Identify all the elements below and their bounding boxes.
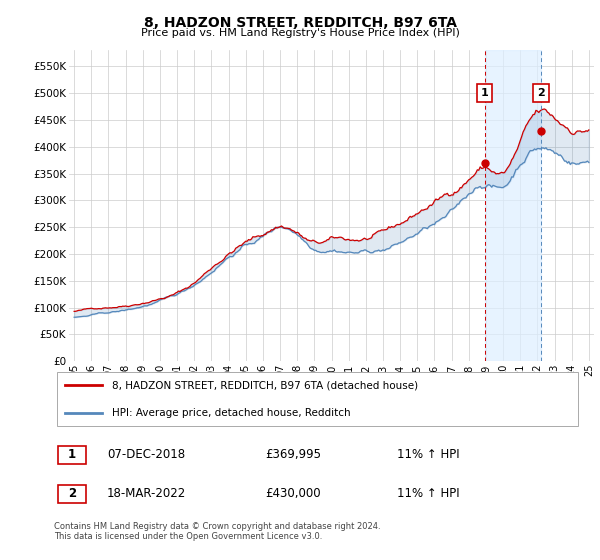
Text: 11% ↑ HPI: 11% ↑ HPI [397,487,460,500]
Text: HPI: Average price, detached house, Redditch: HPI: Average price, detached house, Redd… [112,408,351,418]
Text: 8, HADZON STREET, REDDITCH, B97 6TA (detached house): 8, HADZON STREET, REDDITCH, B97 6TA (det… [112,380,418,390]
Bar [485,50,541,361]
FancyBboxPatch shape [58,446,86,464]
FancyBboxPatch shape [56,372,578,426]
Text: 11% ↑ HPI: 11% ↑ HPI [397,448,460,461]
Text: Contains HM Land Registry data © Crown copyright and database right 2024.
This d: Contains HM Land Registry data © Crown c… [54,522,380,542]
Text: 1: 1 [481,88,488,98]
FancyBboxPatch shape [58,485,86,502]
Text: 8, HADZON STREET, REDDITCH, B97 6TA: 8, HADZON STREET, REDDITCH, B97 6TA [143,16,457,30]
Text: 1: 1 [68,448,76,461]
Text: 2: 2 [68,487,76,500]
Text: £430,000: £430,000 [265,487,321,500]
Text: £369,995: £369,995 [265,448,321,461]
Text: 07-DEC-2018: 07-DEC-2018 [107,448,185,461]
Text: 18-MAR-2022: 18-MAR-2022 [107,487,186,500]
Text: Price paid vs. HM Land Registry's House Price Index (HPI): Price paid vs. HM Land Registry's House … [140,28,460,38]
Text: 2: 2 [537,88,545,98]
